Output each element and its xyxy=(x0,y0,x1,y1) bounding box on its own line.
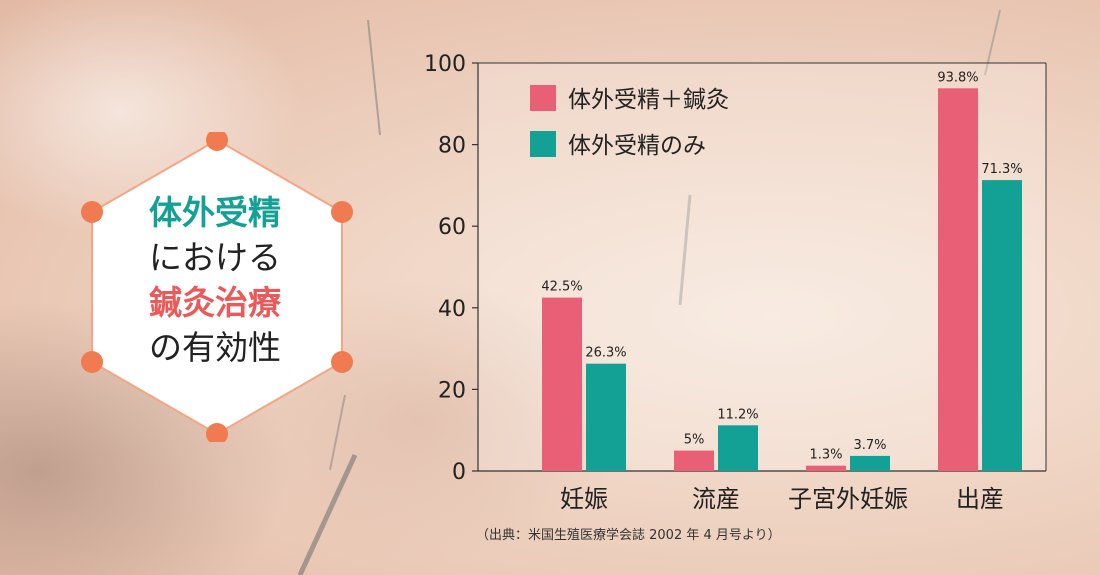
data-label: 26.3% xyxy=(585,346,626,361)
legend-label: 体外受精のみ xyxy=(568,133,706,159)
x-tick-label: 妊娠 xyxy=(560,485,608,513)
data-label: 42.5% xyxy=(541,280,582,295)
x-tick-label: 子宮外妊娠 xyxy=(788,485,908,513)
badge-title: 体外受精 における 鍼灸治療 の有効性 xyxy=(92,190,338,370)
data-label: 71.3% xyxy=(981,162,1022,177)
bar xyxy=(806,465,846,471)
badge-dot xyxy=(81,351,103,373)
badge-line-2: における xyxy=(149,238,281,277)
bar xyxy=(850,455,890,471)
badge-dot xyxy=(81,201,103,223)
data-label: 11.2% xyxy=(717,407,758,422)
badge-dot xyxy=(206,132,228,151)
badge-dot xyxy=(206,423,228,442)
badge-line-3: 鍼灸治療 xyxy=(149,283,281,322)
y-tick-label: 20 xyxy=(438,378,466,403)
y-tick-label: 0 xyxy=(452,460,466,485)
bar xyxy=(586,363,626,471)
badge-dot xyxy=(331,201,353,223)
legend-swatch xyxy=(530,85,556,111)
x-tick-label: 流産 xyxy=(692,485,740,513)
badge-line-4: の有効性 xyxy=(149,328,281,367)
data-label: 3.7% xyxy=(853,438,886,453)
data-label: 1.3% xyxy=(809,448,842,463)
x-tick-label: 出産 xyxy=(956,485,1004,513)
source-note: （出典：米国生殖医療学会誌 2002 年 4 月号より） xyxy=(476,528,781,543)
bar xyxy=(982,180,1022,471)
bar xyxy=(938,88,978,472)
y-tick-label: 80 xyxy=(438,134,466,159)
data-label: 93.8% xyxy=(937,70,978,85)
bar xyxy=(542,297,582,471)
badge-line-1: 体外受精 xyxy=(149,193,281,232)
bar xyxy=(718,425,758,471)
legend-swatch xyxy=(530,131,556,157)
hexagon-badge xyxy=(81,132,353,442)
badge-dot xyxy=(331,351,353,373)
y-tick-label: 100 xyxy=(424,52,466,77)
legend-label: 体外受精＋鍼灸 xyxy=(568,86,729,113)
data-label: 5% xyxy=(684,433,705,448)
y-tick-label: 40 xyxy=(438,297,466,322)
y-tick-label: 60 xyxy=(438,215,466,240)
bar xyxy=(674,450,714,471)
